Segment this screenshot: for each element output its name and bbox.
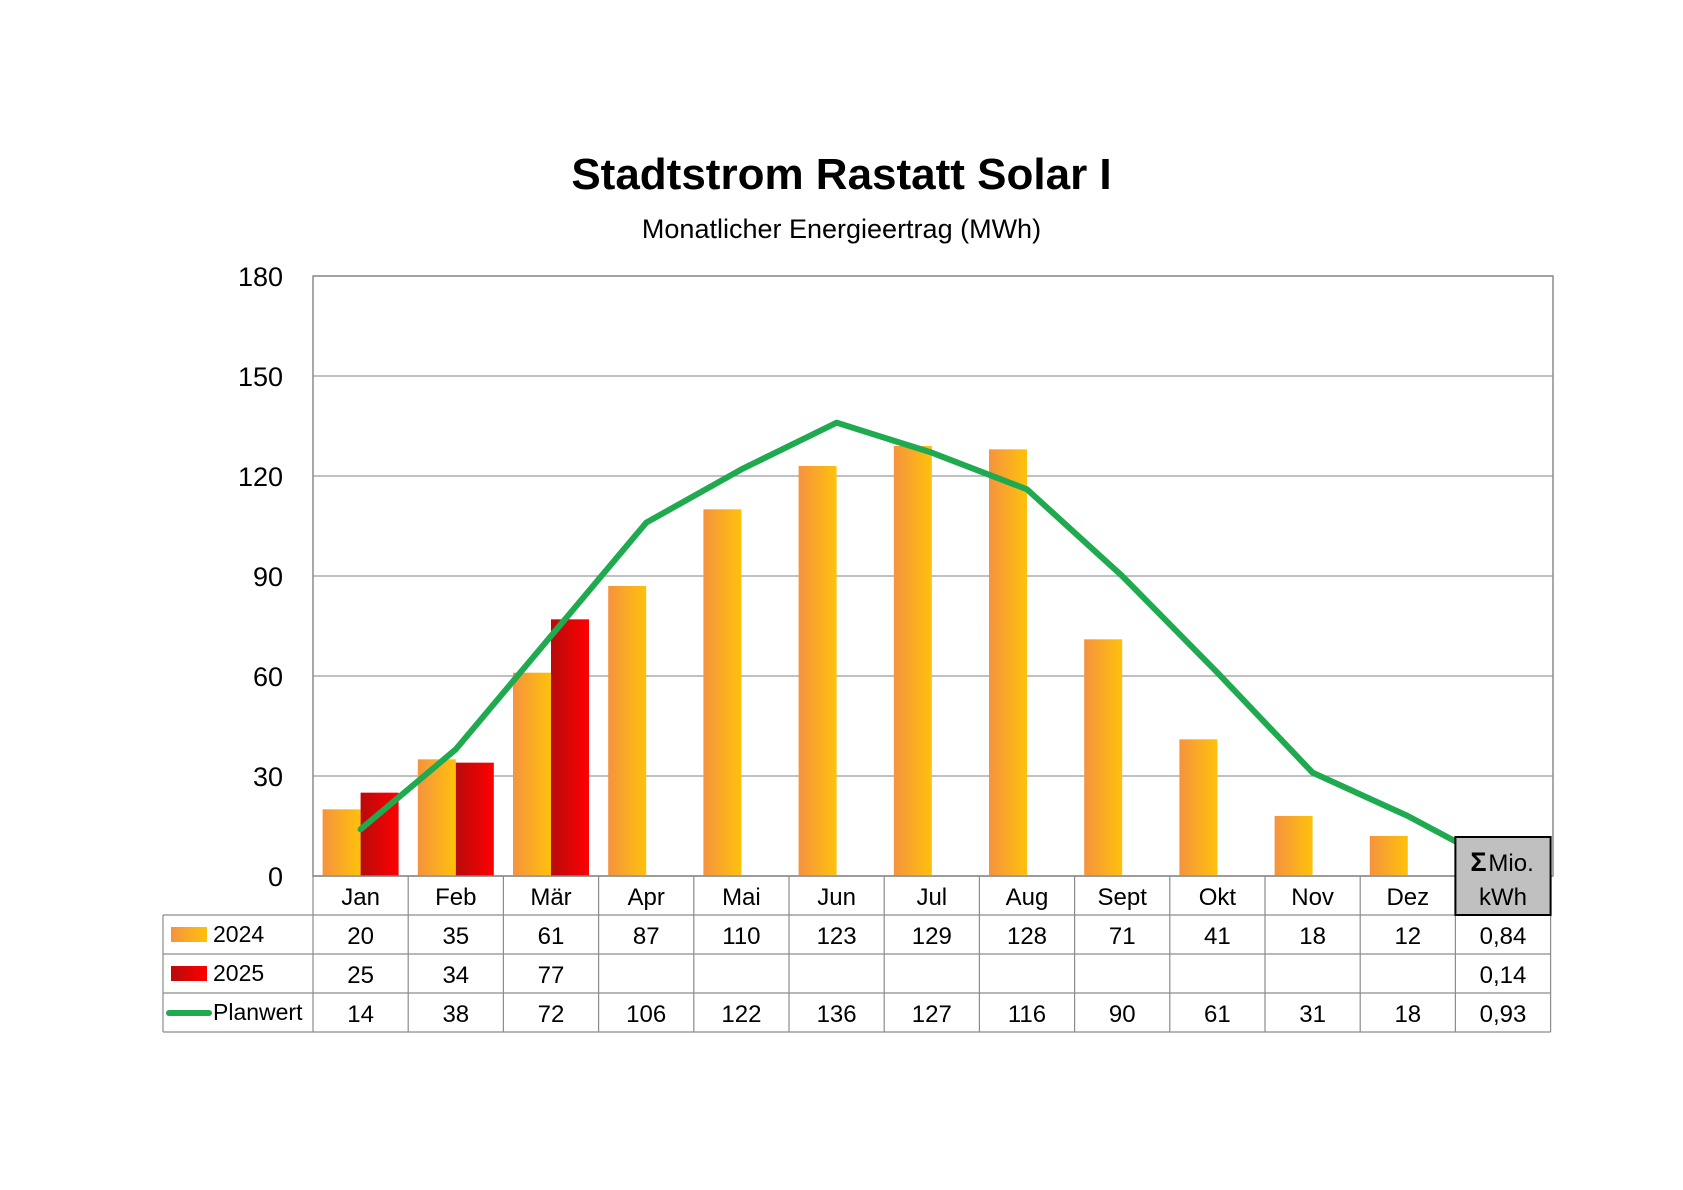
x-category-label: Aug	[1006, 884, 1049, 911]
sum-header-line2: kWh	[1479, 884, 1527, 911]
table-cell: 128	[1007, 923, 1047, 950]
y-tick-label: 120	[238, 462, 283, 492]
y-tick-label: 180	[238, 262, 283, 292]
table-cell: 61	[1204, 1001, 1231, 1028]
table-cell: 116	[1008, 1001, 1046, 1028]
table-cell: 34	[442, 962, 469, 989]
table-cell: 106	[626, 1001, 666, 1028]
bar-2024	[798, 466, 837, 876]
table-cell: 18	[1394, 1001, 1421, 1028]
legend-label: 2024	[213, 921, 264, 947]
x-category-label: Nov	[1291, 884, 1334, 911]
legend-label: 2025	[213, 960, 264, 986]
sum-header-line1: Mio.	[1488, 850, 1533, 877]
table-cell: 41	[1204, 923, 1231, 950]
table-sum-cell: 0,93	[1480, 1001, 1527, 1028]
table-cell: 72	[538, 1001, 565, 1028]
bar-2024	[989, 449, 1027, 876]
table-cell: 123	[817, 923, 857, 950]
x-category-label: Mär	[530, 884, 571, 911]
table-cell: 38	[442, 1001, 469, 1028]
table-cell: 20	[347, 923, 374, 950]
table-cell: 61	[538, 923, 565, 950]
bar-2025	[551, 619, 589, 876]
table-cell: 71	[1109, 923, 1136, 950]
sum-symbol: Σ	[1470, 847, 1486, 877]
table-cell: 110	[722, 923, 760, 950]
y-tick-label: 30	[253, 762, 283, 792]
bar-2025	[455, 762, 494, 876]
legend-label: Planwert	[213, 999, 303, 1025]
x-category-label: Mai	[722, 884, 761, 911]
bar-2024	[1369, 836, 1408, 876]
y-tick-label: 150	[238, 362, 283, 392]
table-cell: 122	[721, 1001, 761, 1028]
x-category-label: Feb	[435, 884, 476, 911]
x-category-label: Jul	[916, 884, 947, 911]
table-cell: 25	[347, 962, 374, 989]
y-tick-label: 0	[268, 862, 283, 892]
bar-2024	[513, 672, 551, 876]
table-cell: 87	[633, 923, 660, 950]
planwert-line	[357, 419, 1499, 866]
x-category-label: Apr	[628, 884, 665, 911]
table-cell: 31	[1299, 1001, 1326, 1028]
table-cell: 35	[442, 923, 469, 950]
legend-swatch-2025	[171, 966, 207, 981]
x-category-label: Jun	[817, 884, 856, 911]
sum-header-box	[1454, 836, 1552, 916]
chart-title: Stadtstrom Rastatt Solar I	[571, 150, 1112, 199]
table-cell: 90	[1109, 1001, 1136, 1028]
chart-subtitle: Monatlicher Energieertrag (MWh)	[641, 214, 1042, 244]
table-sum-cell: 0,14	[1480, 962, 1527, 989]
table-cell: 14	[347, 1001, 374, 1028]
x-category-label: Dez	[1386, 884, 1429, 911]
bar-2024	[703, 509, 742, 876]
table-cell: 77	[538, 962, 565, 989]
table-cell: 129	[912, 923, 952, 950]
y-tick-label: 90	[253, 562, 283, 592]
bar-2024	[608, 586, 647, 876]
x-category-label: Okt	[1199, 884, 1237, 911]
bar-2024	[1084, 639, 1123, 876]
bar-2024	[1179, 739, 1218, 876]
bar-2024	[322, 809, 361, 876]
legend-swatch-2024	[171, 927, 207, 942]
table-cell: 12	[1394, 923, 1421, 950]
x-category-label: Jan	[341, 884, 380, 911]
table-cell: 18	[1299, 923, 1326, 950]
table-sum-cell: 0,84	[1480, 923, 1527, 950]
y-tick-label: 60	[253, 662, 283, 692]
bar-2024	[893, 446, 932, 876]
x-category-label: Sept	[1098, 884, 1148, 911]
table-cell: 136	[817, 1001, 857, 1028]
bar-2024	[1274, 816, 1313, 876]
table-cell: 127	[912, 1001, 952, 1028]
